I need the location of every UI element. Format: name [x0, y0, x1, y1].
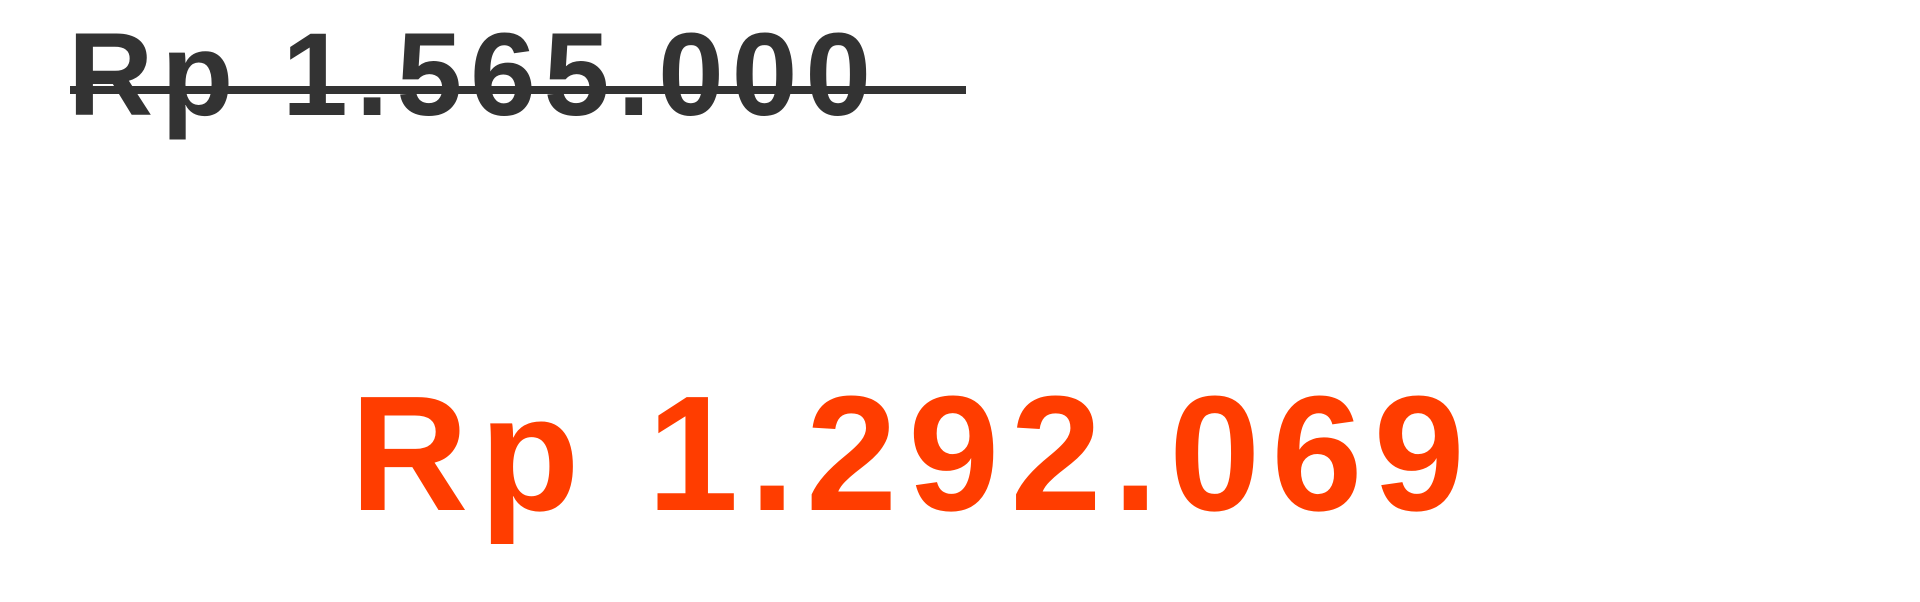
original-price: Rp 1.565.000: [68, 9, 880, 141]
sale-price: Rp 1.292.069: [350, 362, 1476, 545]
strikethrough-line: [70, 86, 966, 94]
